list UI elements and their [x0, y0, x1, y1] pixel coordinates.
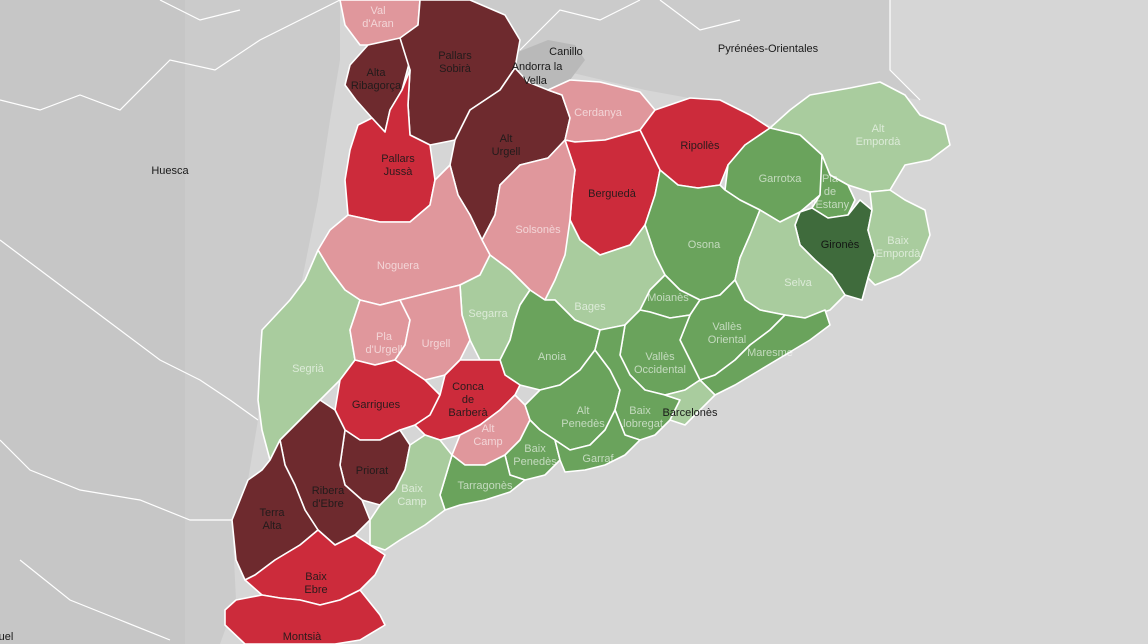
- county-shape[interactable]: [867, 189, 931, 286]
- place-label-vella: Vella: [523, 75, 548, 87]
- county-barcelones[interactable]: [664, 379, 716, 426]
- place-label-andorra-la: Andorra la: [512, 61, 564, 73]
- place-label-barcelones: Barcelonès: [662, 407, 718, 419]
- place-label-huesca: Huesca: [151, 165, 189, 177]
- place-label-edge: uel: [0, 631, 13, 643]
- land-andorra: [516, 40, 585, 90]
- county-shape[interactable]: [554, 409, 641, 473]
- land-strip-dark: [0, 0, 185, 644]
- land-france: [340, 0, 920, 125]
- county-shape[interactable]: [224, 589, 386, 644]
- border-lines: [0, 0, 921, 641]
- place-label-canillo: Canillo: [549, 46, 583, 58]
- county-shape[interactable]: [664, 379, 716, 426]
- land-aragon: [0, 0, 340, 644]
- place-label-layer: Huesca Canillo Andorra la Vella Pyrénées-Ori…: [0, 43, 819, 643]
- place-label-pyrenees: Pyrénées-Orientales: [718, 43, 819, 55]
- county-shape[interactable]: [369, 434, 453, 551]
